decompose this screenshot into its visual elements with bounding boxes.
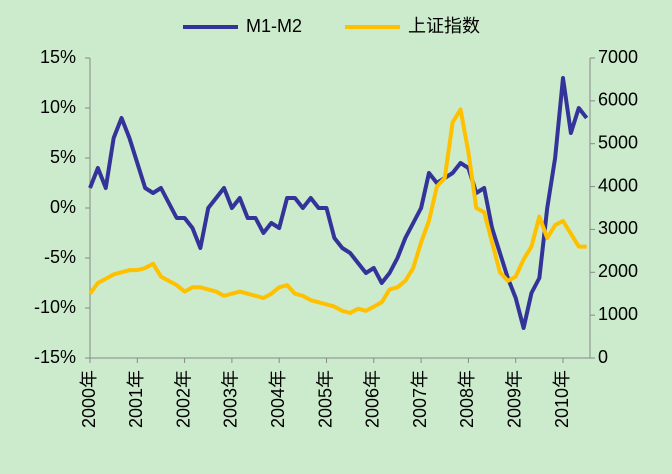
x-tick-label: 2002年: [173, 370, 193, 428]
y-tick-label: 15%: [40, 47, 76, 67]
series-line: [88, 107, 587, 315]
y-tick-label: 5%: [50, 147, 76, 167]
y-tick-label: 0%: [50, 197, 76, 217]
y-tick-label: 10%: [40, 97, 76, 117]
y2-tick-label: 3000: [598, 218, 638, 238]
x-tick-label: 2010年: [552, 370, 572, 428]
series-line: [88, 76, 589, 330]
x-tick-label: 2007年: [410, 370, 430, 428]
y2-tick-label: 6000: [598, 90, 638, 110]
x-tick-label: 2004年: [268, 370, 288, 428]
x-tick-label: 2000年: [79, 370, 99, 428]
y2-tick-label: 2000: [598, 261, 638, 281]
y-tick-label: -15%: [34, 347, 76, 367]
y2-tick-label: 0: [598, 347, 608, 367]
y2-tick-label: 5000: [598, 132, 638, 152]
x-tick-label: 2006年: [363, 370, 383, 428]
y-tick-label: -5%: [44, 247, 76, 267]
x-tick-label: 2008年: [457, 370, 477, 428]
legend-label: M1-M2: [246, 16, 302, 36]
x-tick-label: 2001年: [126, 370, 146, 428]
x-tick-label: 2009年: [504, 370, 524, 428]
x-tick-label: 2003年: [221, 370, 241, 428]
y2-tick-label: 1000: [598, 304, 638, 324]
y2-tick-label: 4000: [598, 175, 638, 195]
y-tick-label: -10%: [34, 297, 76, 317]
x-tick-label: 2005年: [315, 370, 335, 428]
y2-tick-label: 7000: [598, 47, 638, 67]
legend-label: 上证指数: [408, 16, 480, 36]
